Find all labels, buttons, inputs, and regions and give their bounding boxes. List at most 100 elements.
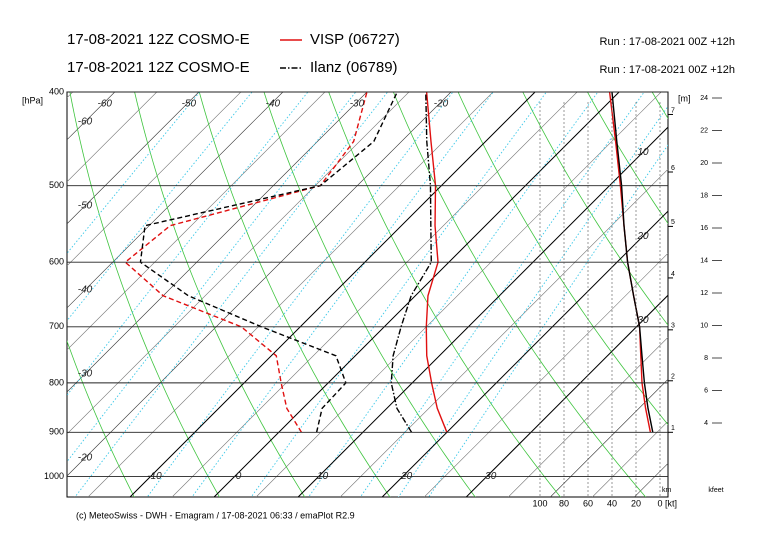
- wind-tick-label: 0: [657, 498, 662, 508]
- isotherm-tick: [465, 294, 668, 497]
- isotherm: [67, 92, 158, 183]
- mixing-ratio-line: [67, 92, 309, 396]
- isotherm: [0, 92, 31, 497]
- isotherm: [676, 92, 766, 497]
- km-tick-label: 5: [671, 219, 675, 226]
- km-unit: km: [662, 487, 672, 494]
- isotherm: [67, 92, 452, 477]
- isotherm-label: -30: [78, 369, 93, 380]
- wind-tick-label: 60: [583, 498, 593, 508]
- isotherm-label: -60: [98, 99, 113, 110]
- isotherm: [718, 92, 766, 497]
- dry-adiabat: [263, 92, 476, 497]
- isotherm: [508, 336, 668, 497]
- dewpoint-line: [139, 92, 398, 433]
- isotherm-label: -60: [78, 116, 93, 127]
- dry-adiabat: [0, 70, 54, 508]
- km-tick-label: 3: [671, 323, 675, 330]
- model-title: 17-08-2021 12Z COSMO-E: [67, 59, 250, 76]
- kfeet-tick-label: 12: [700, 290, 708, 297]
- y-tick-label: 900: [49, 427, 64, 437]
- dry-adiabat: [67, 339, 135, 497]
- dry-adiabat: [134, 92, 306, 497]
- dry-adiabat: [587, 92, 668, 225]
- isotherm-tick: [297, 126, 668, 497]
- isotherm-label: -40: [266, 99, 281, 110]
- isotherm: [550, 378, 668, 497]
- y-tick-label: 800: [49, 377, 64, 387]
- isotherm: [67, 92, 410, 435]
- footer: (c) MeteoSwiss - DWH - Emagram / 17-08-2…: [76, 510, 355, 520]
- kfeet-tick-label: 16: [700, 225, 708, 232]
- isotherm: [339, 168, 668, 497]
- kfeet-tick-label: 24: [700, 95, 708, 102]
- run-info: Run : 17-08-2021 00Z +12h: [600, 36, 735, 48]
- dry-adiabat: [69, 92, 220, 497]
- wind-speed-line: [611, 92, 654, 433]
- isotherm-label: -40: [78, 285, 93, 296]
- isotherm: [67, 92, 284, 309]
- isotherm: [255, 92, 662, 497]
- dry-adiabat: [328, 92, 561, 497]
- km-tick-label: 7: [671, 107, 675, 114]
- dry-adiabat: [457, 92, 668, 426]
- temperature-line: [425, 92, 448, 433]
- x-tick-label: -10: [147, 471, 162, 482]
- plot-frame: [66, 91, 669, 498]
- x-tick-label: 20: [400, 471, 413, 482]
- kfeet-tick-label: 20: [700, 160, 708, 167]
- isotherm-label: -30: [350, 99, 365, 110]
- km-tick-label: 4: [671, 271, 675, 278]
- km-tick-label: 1: [671, 425, 675, 432]
- isotherm-label: -20: [78, 453, 93, 464]
- dewpoint-line: [124, 92, 368, 433]
- plot-area: [0, 70, 766, 508]
- isotherm: [424, 252, 668, 497]
- isotherm: [67, 92, 368, 393]
- mixing-ratio-line: [397, 105, 668, 497]
- legend-label: VISP (06727): [310, 31, 400, 48]
- kfeet-tick-label: 14: [700, 257, 708, 264]
- kfeet-tick-label: 6: [704, 387, 708, 394]
- mixing-ratio-line: [146, 92, 454, 497]
- isotherm-tick: [381, 210, 668, 497]
- x-tick-label: 30: [485, 471, 497, 482]
- y-tick-label: 600: [49, 257, 64, 267]
- model-title: 17-08-2021 12Z COSMO-E: [67, 31, 250, 48]
- km-tick-label: 2: [671, 374, 675, 381]
- isotherm-label: -50: [182, 99, 197, 110]
- y-tick-label: 500: [49, 180, 64, 190]
- wind-tick-label: 100: [532, 498, 547, 508]
- kfeet-tick-label: 18: [700, 192, 708, 199]
- mixing-ratio-line: [359, 92, 645, 497]
- isotherm: [67, 92, 200, 225]
- mixing-ratio-line: [428, 144, 668, 497]
- y-tick-label: 400: [49, 86, 64, 96]
- isotherm-tick: [129, 92, 536, 497]
- isotherm-label: 30: [637, 315, 649, 326]
- isotherm-label: -20: [434, 99, 449, 110]
- wind-tick-label: 80: [559, 498, 569, 508]
- isotherm: [592, 420, 668, 497]
- km-tick-label: 6: [671, 165, 675, 172]
- mixing-ratio-line: [250, 92, 548, 497]
- mixing-ratio-line: [67, 92, 253, 322]
- isotherm-label: 10: [637, 147, 649, 158]
- isotherm: [67, 92, 242, 267]
- isotherm: [87, 92, 494, 497]
- x-tick-label: 0: [236, 471, 242, 482]
- dry-adiabat: [704, 70, 766, 508]
- wind-unit: [kt]: [665, 498, 677, 508]
- isotherm: [67, 92, 326, 351]
- isotherm-label: -50: [78, 200, 93, 211]
- x-tick-label: 10: [317, 471, 329, 482]
- isotherm-label: 20: [636, 231, 649, 242]
- dry-adiabat: [522, 92, 668, 326]
- y-tick-label: 700: [49, 321, 64, 331]
- kfeet-tick-label: 10: [700, 322, 708, 329]
- y-axis-label: [hPa]: [22, 95, 43, 105]
- kfeet-tick-label: 8: [704, 355, 708, 362]
- isotherm: [171, 92, 578, 497]
- kfeet-tick-label: 4: [704, 420, 708, 427]
